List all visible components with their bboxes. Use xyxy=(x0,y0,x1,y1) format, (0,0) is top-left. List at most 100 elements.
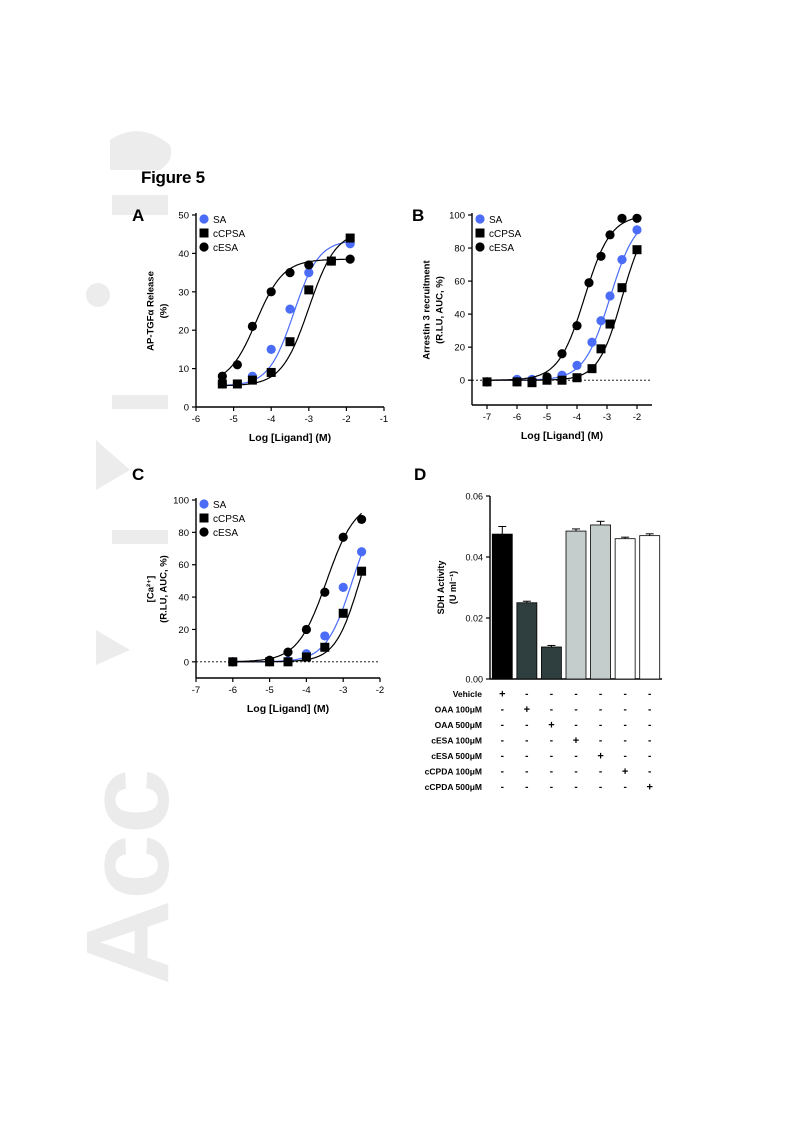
legend-marker-sa xyxy=(199,499,209,509)
legend-label-ccpsa: cCPSA xyxy=(213,514,246,525)
x-axis-label: Log [Ligand] (M) xyxy=(521,430,603,442)
treatment-sign: + xyxy=(548,720,554,732)
treatment-sign: - xyxy=(648,736,651,747)
treatment-label: cESA 500μM xyxy=(431,751,482,761)
data-point-cesa xyxy=(217,371,227,381)
panel-label-c: C xyxy=(132,465,144,484)
legend-label-cesa: cESA xyxy=(213,528,238,539)
data-point-ccpsa xyxy=(285,337,295,347)
data-point-cesa xyxy=(605,230,615,240)
treatment-sign: - xyxy=(599,720,602,731)
treatment-sign: - xyxy=(623,705,626,716)
data-point-cesa xyxy=(301,624,311,635)
treatment-sign: - xyxy=(599,689,602,700)
legend-label-ccpsa: cCPSA xyxy=(213,229,246,240)
treatment-sign: - xyxy=(550,782,553,793)
legend-label-sa: SA xyxy=(213,215,227,226)
bar xyxy=(491,533,513,680)
treatment-sign: - xyxy=(550,736,553,747)
treatment-sign: - xyxy=(648,751,651,762)
data-point-ccpsa xyxy=(345,233,355,243)
treatment-sign: - xyxy=(525,751,528,762)
treatment-sign: - xyxy=(525,720,528,731)
data-point-cesa xyxy=(265,655,275,665)
data-point-sa xyxy=(617,255,627,265)
treatment-sign: - xyxy=(623,689,626,700)
treatment-sign: - xyxy=(648,705,651,716)
treatment-label: cCPDA 500μM xyxy=(425,782,482,792)
data-point-cesa xyxy=(338,532,348,542)
data-point-cesa xyxy=(632,213,642,223)
legend-marker-cesa xyxy=(475,242,485,252)
treatment-sign: + xyxy=(499,689,505,701)
y-tick-label: 100 xyxy=(173,496,189,507)
treatment-sign: - xyxy=(574,689,577,700)
x-tick-label: -2 xyxy=(342,414,350,425)
legend-label-sa: SA xyxy=(213,500,227,511)
fit-curve-sa xyxy=(232,553,363,663)
data-point-cesa xyxy=(357,514,367,525)
data-point-ccpsa xyxy=(617,283,627,293)
x-tick-label: -7 xyxy=(192,685,200,696)
treatment-sign: - xyxy=(525,689,528,700)
panel-d-chart: D 0.00 0.02 0.04 0.06 SDH Activity (U ml⁻¹) Veh… xyxy=(414,465,662,794)
data-point-ccpsa xyxy=(304,285,314,295)
data-point-ccpsa xyxy=(266,367,276,377)
treatment-label: Vehicle xyxy=(453,689,483,699)
watermark-text: Acc xyxy=(62,769,194,985)
y-tick-label: 40 xyxy=(178,249,189,260)
treatment-sign: - xyxy=(501,767,504,778)
y-tick-label: 20 xyxy=(454,343,465,354)
data-point-sa xyxy=(632,225,642,235)
y-tick-label: 10 xyxy=(178,364,189,375)
panel-c-chart: C -7 -6 -5 -4 -3 -2 0 20 40 60 80 100 Log [Ligand] (M… xyxy=(132,465,384,715)
x-tick-label: -5 xyxy=(229,414,237,425)
data-point-cesa xyxy=(527,376,537,386)
data-point-ccpsa xyxy=(357,566,367,576)
treatment-sign: - xyxy=(501,782,504,793)
x-tick-label: -5 xyxy=(543,412,551,423)
fit-curve-sa xyxy=(222,241,351,386)
bar xyxy=(590,524,611,680)
legend-marker-sa xyxy=(199,214,209,224)
treatment-sign: - xyxy=(599,705,602,716)
treatment-label: cCPDA 100μM xyxy=(425,767,482,777)
panel-label-b: B xyxy=(412,206,424,225)
legend-label-cesa: cESA xyxy=(489,243,514,254)
legend-label-ccpsa: cCPSA xyxy=(489,229,522,240)
data-point-cesa xyxy=(320,587,330,597)
bar xyxy=(516,602,538,680)
data-point-cesa xyxy=(228,657,238,667)
treatment-sign: - xyxy=(623,751,626,762)
treatment-sign: + xyxy=(597,751,603,763)
data-point-cesa xyxy=(326,256,336,266)
y-tick-label: 0.06 xyxy=(465,492,483,502)
data-point-ccpsa xyxy=(320,642,330,652)
treatment-sign: - xyxy=(501,736,504,747)
y-tick-label: 0.04 xyxy=(465,553,483,563)
treatment-sign: - xyxy=(623,736,626,747)
y-tick-label: 0.00 xyxy=(465,675,483,685)
data-point-sa xyxy=(320,631,330,641)
data-point-sa xyxy=(357,547,367,557)
treatment-sign: + xyxy=(646,782,652,794)
y-axis-label: (R.LU, AUC, %) xyxy=(159,555,170,623)
treatment-sign: - xyxy=(623,782,626,793)
data-point-ccpsa xyxy=(283,657,293,667)
x-tick-label: -6 xyxy=(229,685,237,696)
y-tick-label: 0 xyxy=(184,657,189,668)
data-point-sa xyxy=(304,268,314,278)
treatment-label: OAA 100μM xyxy=(435,705,482,715)
y-tick-label: 80 xyxy=(178,528,189,539)
y-axis-label: (%) xyxy=(159,304,170,319)
data-point-ccpsa xyxy=(217,379,227,389)
figure-title: Figure 5 xyxy=(141,168,205,187)
legend-marker-sa xyxy=(475,214,485,224)
treatment-sign: - xyxy=(501,705,504,716)
treatment-label: OAA 500μM xyxy=(435,720,482,730)
panel-label-a: A xyxy=(132,206,144,225)
data-point-sa xyxy=(572,360,582,370)
y-tick-label: 50 xyxy=(178,211,189,222)
legend-label-sa: SA xyxy=(489,215,503,226)
treatment-sign: - xyxy=(599,767,602,778)
